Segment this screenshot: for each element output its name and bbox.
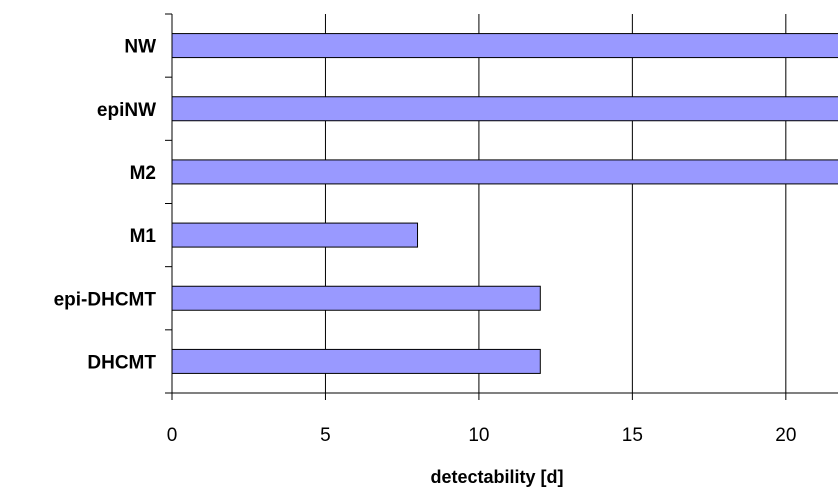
category-label: epi-DHCMT — [54, 289, 157, 310]
category-label: M2 — [130, 163, 156, 184]
x-tick-label: 5 — [320, 425, 331, 446]
category-label: DHCMT — [87, 352, 156, 373]
x-tick-label: 10 — [468, 425, 489, 446]
category-label: epiNW — [97, 100, 156, 121]
x-tick-label: 20 — [775, 425, 796, 446]
bar-epi-dhcmt — [171, 285, 541, 311]
bar-dhcmt — [171, 348, 541, 374]
axes — [165, 13, 838, 400]
x-tick-label: 0 — [167, 425, 178, 446]
bar-epinw — [171, 96, 838, 122]
x-tick-labels: 0 5 10 15 20 — [167, 425, 797, 446]
bar-m1 — [171, 222, 419, 248]
category-label: NW — [124, 37, 156, 58]
bar-nw — [171, 33, 838, 59]
category-labels: NW epiNW M2 M1 epi-DHCMT DHCMT — [54, 37, 157, 374]
category-label: M1 — [130, 226, 157, 247]
bar-m2 — [171, 159, 838, 185]
x-tick-label: 15 — [622, 425, 643, 446]
grid-lines — [324, 14, 787, 393]
bars — [171, 33, 838, 374]
x-axis-title: detectability [d] — [430, 467, 563, 487]
